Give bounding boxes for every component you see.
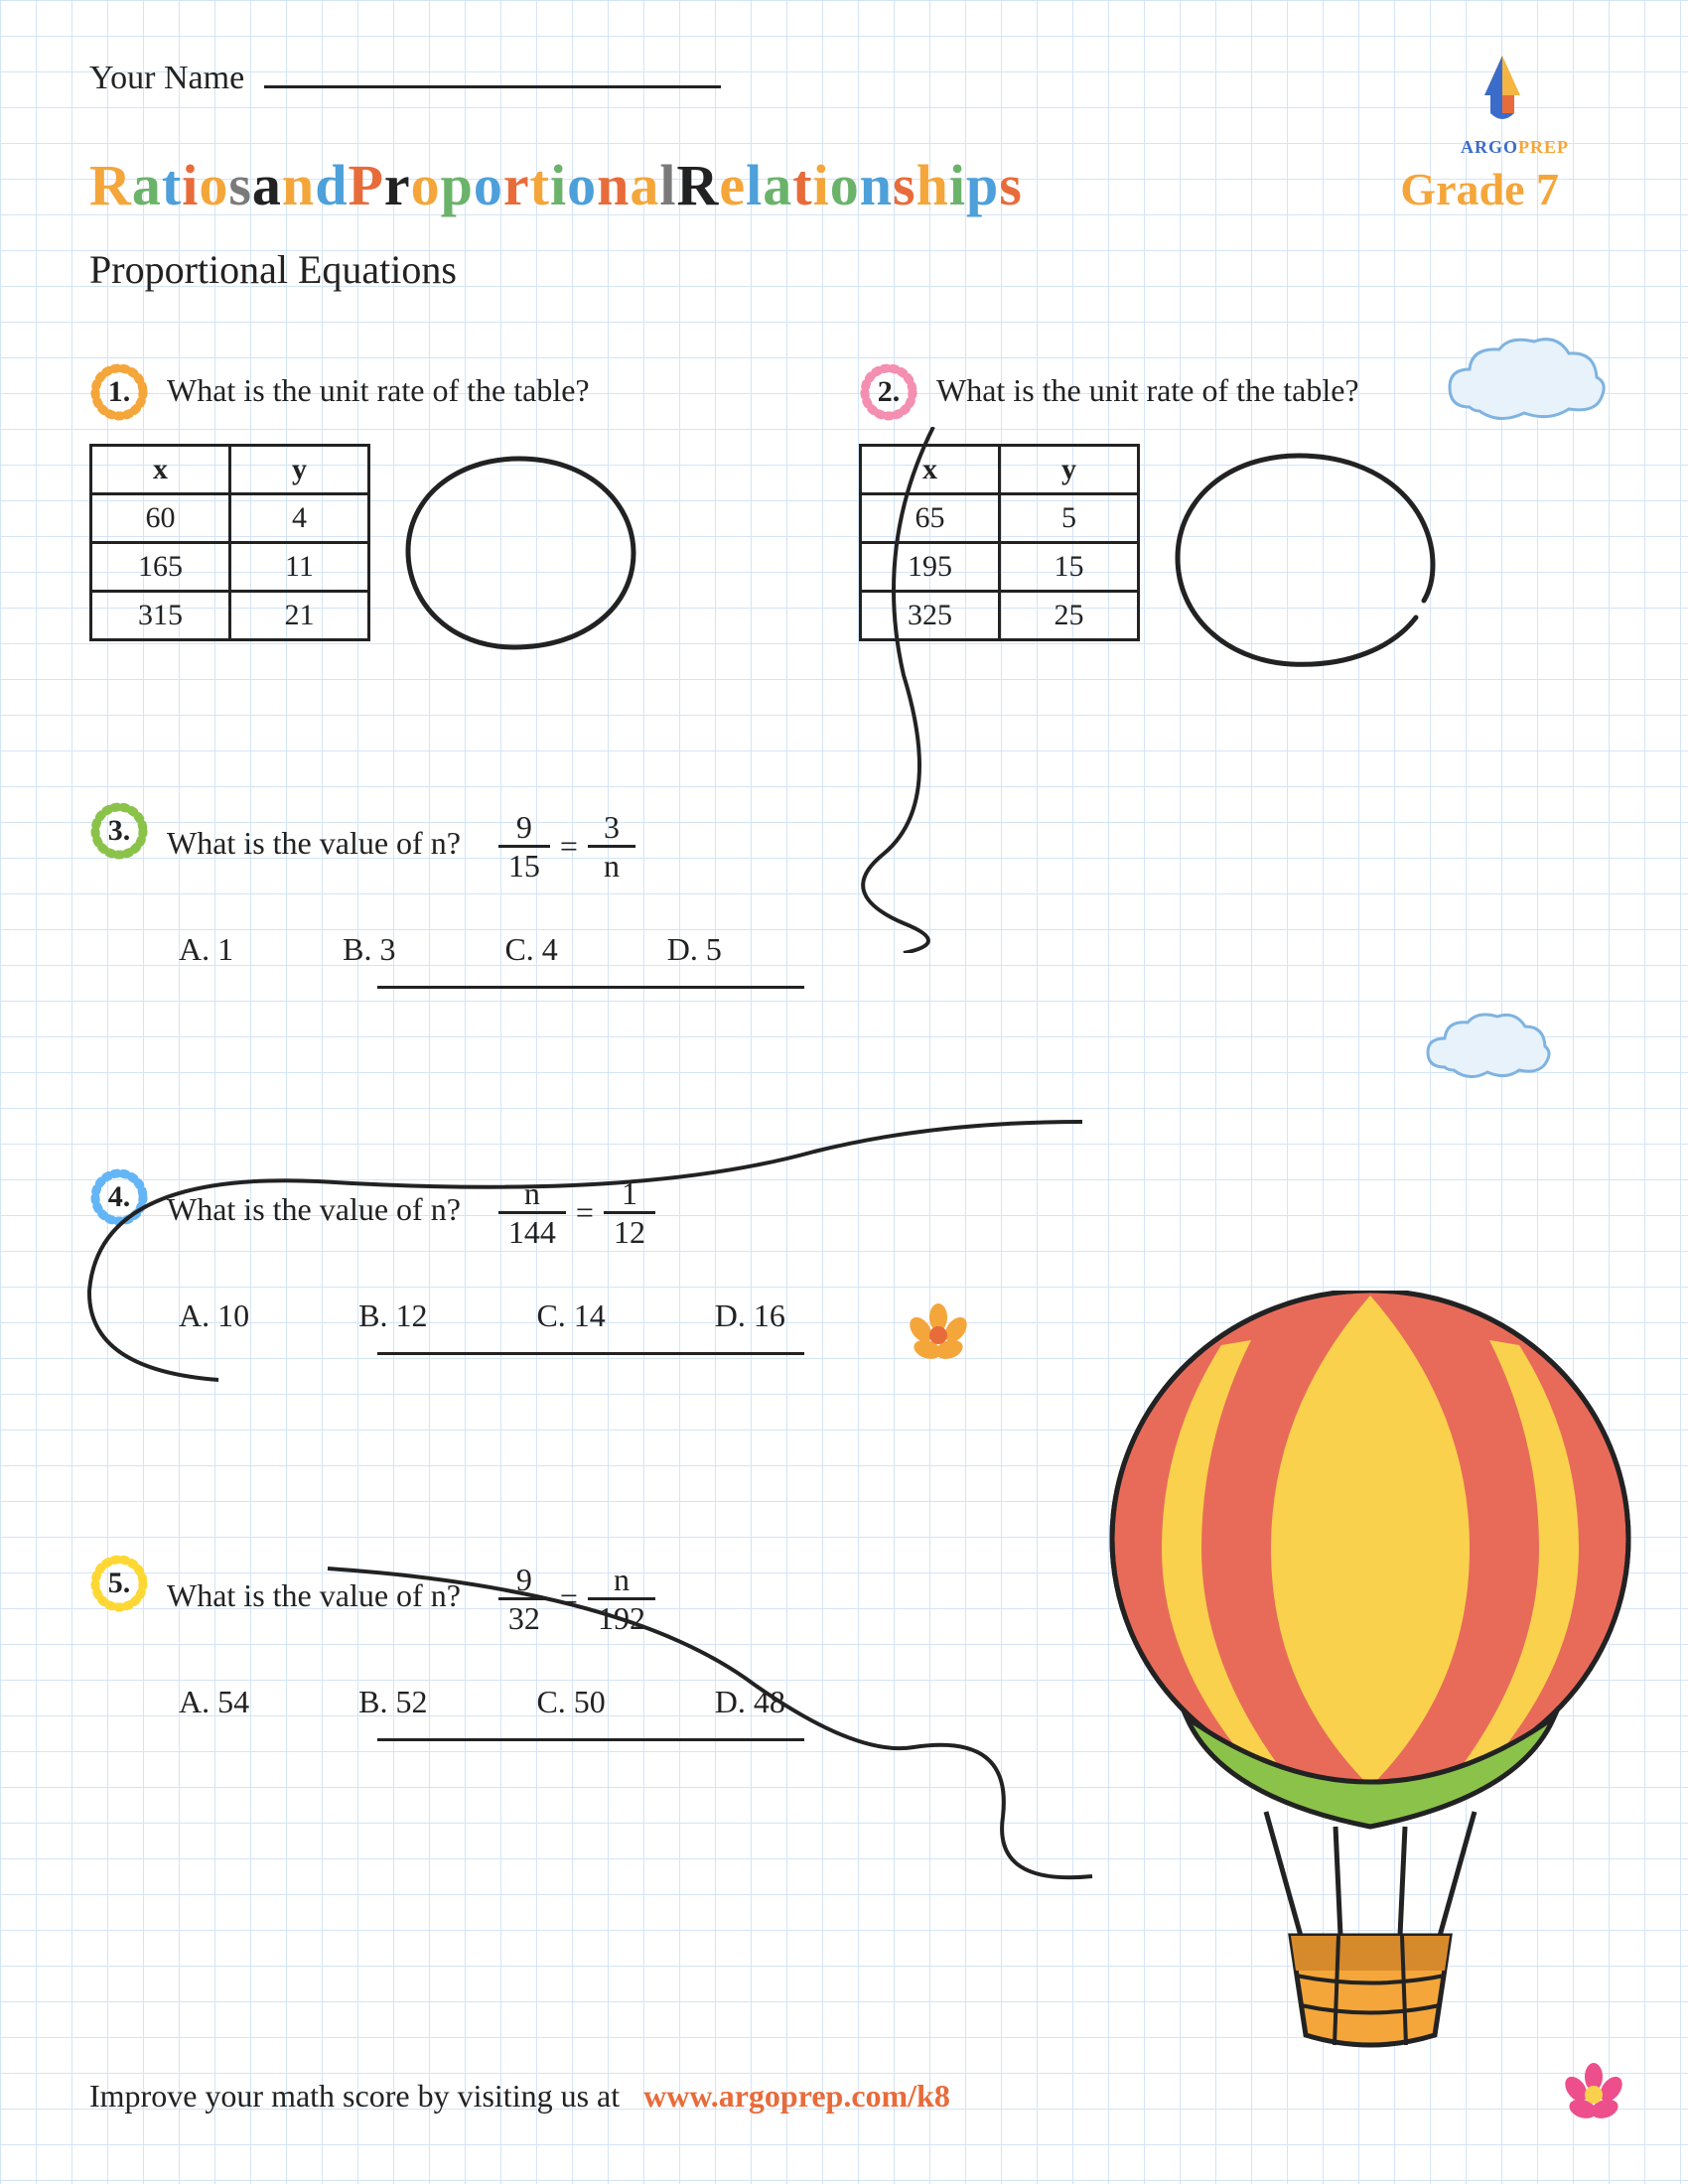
- q5-number-badge: 5.: [89, 1554, 149, 1613]
- footer-text: Improve your math score by visiting us a…: [89, 2078, 620, 2114]
- logo-icon: [1461, 50, 1544, 133]
- q2-table: xy 655 19515 32525: [859, 444, 1140, 641]
- name-input-line[interactable]: [264, 84, 721, 88]
- q4-choice-b[interactable]: B. 12: [358, 1297, 427, 1334]
- brand-logo: ARGOPREP: [1461, 50, 1569, 158]
- q4-equation: n144 = 112: [498, 1177, 655, 1248]
- subtitle: Proportional Equations: [89, 246, 1599, 293]
- q3-equation: 915 = 3n: [498, 811, 635, 882]
- grade-label: Grade 7: [1400, 163, 1559, 215]
- q5-choice-b[interactable]: B. 52: [358, 1684, 427, 1720]
- brand-text: ARGOPREP: [1461, 137, 1569, 158]
- q4-number-badge: 4.: [89, 1167, 149, 1227]
- question-3: 3. What is the value of n? 915 = 3n A. 1…: [89, 801, 1599, 989]
- q4-choice-c[interactable]: C. 14: [536, 1297, 605, 1334]
- flower-icon: [1559, 2060, 1628, 2129]
- footer-url: www.argoprep.com/k8: [643, 2078, 950, 2114]
- q3-choice-c[interactable]: C. 4: [504, 931, 557, 968]
- q3-text: What is the value of n? 915 = 3n: [167, 811, 635, 882]
- q3-choice-a[interactable]: A. 1: [179, 931, 233, 968]
- q1-number-badge: 1.: [89, 362, 149, 422]
- q3-choice-b[interactable]: B. 3: [343, 931, 395, 968]
- q4-choice-d[interactable]: D. 16: [715, 1297, 785, 1334]
- main-title: Ratios and Proportional Relationships: [89, 152, 1023, 218]
- cloud-icon: [1430, 328, 1618, 437]
- q3-answer-line[interactable]: [377, 986, 804, 989]
- question-1: 1. What is the unit rate of the table? x…: [89, 362, 829, 682]
- q1-text: What is the unit rate of the table?: [167, 372, 590, 409]
- name-label: Your Name: [89, 60, 244, 97]
- q2-number-badge: 2.: [859, 362, 918, 422]
- flower-icon: [904, 1300, 973, 1370]
- q4-answer-line[interactable]: [377, 1352, 804, 1355]
- questions-1-2-row: 1. What is the unit rate of the table? x…: [89, 362, 1599, 682]
- hot-air-balloon-icon: [1092, 1291, 1648, 2065]
- q3-choices[interactable]: A. 1 B. 3 C. 4 D. 5: [179, 931, 1599, 968]
- q4-text: What is the value of n? n144 = 112: [167, 1177, 655, 1248]
- q5-answer-line[interactable]: [377, 1738, 804, 1741]
- q4-choice-a[interactable]: A. 10: [179, 1297, 249, 1334]
- cloud-icon: [1410, 1003, 1559, 1092]
- q3-choice-d[interactable]: D. 5: [667, 931, 722, 968]
- q3-number-badge: 3.: [89, 801, 149, 861]
- q5-choice-c[interactable]: C. 50: [536, 1684, 605, 1720]
- q2-text: What is the unit rate of the table?: [936, 372, 1359, 409]
- q1-answer-bubble[interactable]: [390, 444, 648, 662]
- name-field-row: Your Name: [89, 60, 1599, 97]
- q2-answer-bubble[interactable]: [1160, 444, 1448, 682]
- q5-choice-a[interactable]: A. 54: [179, 1684, 249, 1720]
- q5-text: What is the value of n? 932 = n192: [167, 1564, 655, 1634]
- q1-table: xy 604 16511 31521: [89, 444, 370, 641]
- q5-equation: 932 = n192: [498, 1564, 655, 1634]
- q5-choice-d[interactable]: D. 48: [715, 1684, 785, 1720]
- footer: Improve your math score by visiting us a…: [89, 2078, 950, 2115]
- title-row: Ratios and Proportional Relationships Gr…: [89, 152, 1599, 218]
